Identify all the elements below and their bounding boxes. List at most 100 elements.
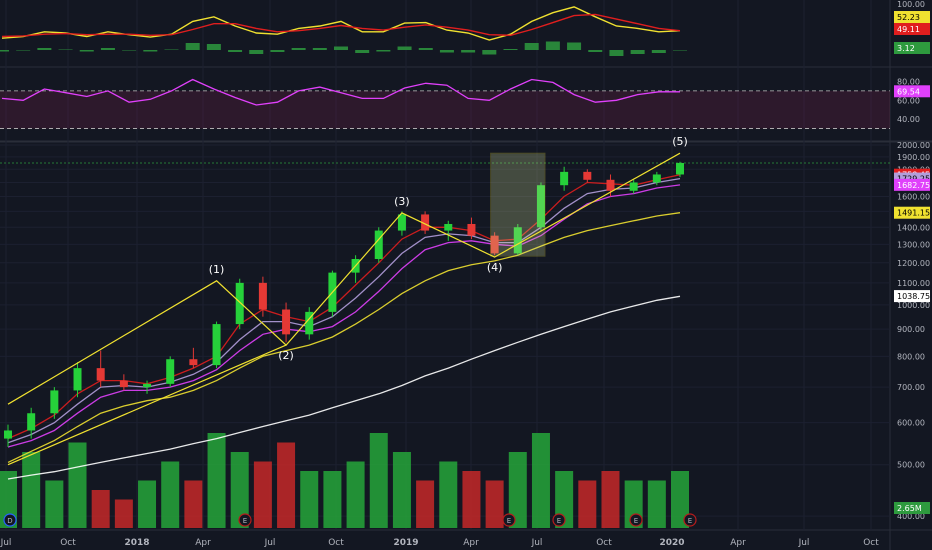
candle-body	[606, 179, 615, 191]
highlight-box	[490, 152, 546, 257]
oscillator-histogram-bar	[609, 50, 624, 56]
candle-body	[676, 162, 684, 175]
time-tick-label: Oct	[596, 538, 612, 548]
time-tick-label: Oct	[60, 538, 76, 548]
price-label-tag	[894, 42, 930, 54]
candle-body	[629, 182, 638, 191]
oscillator-histogram-bar	[37, 48, 52, 50]
oscillator-histogram-bar	[206, 44, 221, 50]
oscillator-histogram-bar	[100, 48, 115, 50]
price-label-tag	[894, 11, 930, 23]
candle-body	[50, 390, 59, 414]
volume-bar	[0, 471, 17, 528]
candle-body	[490, 235, 499, 254]
rsi-axis-label: 80.00	[897, 77, 920, 86]
price-pane[interactable]	[0, 161, 890, 480]
candle-body	[305, 311, 314, 335]
volume-bar	[45, 480, 64, 528]
oscillator-histogram-bar	[79, 50, 94, 52]
oscillator-histogram-bar	[164, 49, 179, 50]
price-axis-label: 1000.00	[897, 301, 930, 310]
wave-label: (5)	[672, 135, 688, 148]
moving-average-line	[7, 212, 681, 463]
time-tick-label: Apr	[195, 538, 211, 548]
time-tick-label: Jul	[531, 538, 543, 548]
candle-body	[374, 230, 383, 259]
oscillator-histogram-bar	[312, 48, 327, 50]
wave-label: (4)	[487, 261, 503, 274]
price-axis-label: 1900.00	[897, 153, 930, 162]
price-axis-label: 1100.00	[897, 279, 930, 288]
volume-bar	[230, 452, 249, 528]
time-tick-label: 2018	[124, 538, 149, 548]
event-marker	[683, 513, 697, 527]
event-marker-label: D	[7, 517, 12, 525]
event-marker	[552, 513, 566, 527]
oscillator-histogram-bar	[439, 50, 454, 53]
volume-bar	[416, 480, 435, 528]
time-axis[interactable]: Jul Oct 2018 Apr Jul Oct 2019 Apr Jul Oct 2020 Apr J…	[0, 538, 879, 548]
oscillator-histogram-bar	[630, 50, 645, 54]
oscillator-histogram-bar	[334, 46, 348, 50]
volume-bar	[300, 471, 319, 528]
candle-body	[96, 368, 105, 381]
volume-bar	[253, 461, 272, 528]
volume-bar	[531, 433, 550, 528]
candle-body	[143, 383, 152, 388]
candle-body	[397, 214, 406, 231]
oscillator-histogram-bar	[185, 43, 200, 50]
oscillator-line	[1, 13, 681, 38]
event-marker-label: E	[243, 517, 247, 525]
candle-body	[27, 413, 36, 431]
volume-bar	[91, 490, 110, 528]
event-marker	[629, 513, 643, 527]
time-tick-label: Apr	[730, 538, 746, 548]
price-label-tag	[894, 206, 930, 219]
candle-body	[444, 223, 453, 231]
oscillator-histogram-bar	[122, 50, 137, 51]
time-tick-label: 2020	[659, 538, 684, 548]
candle-body	[513, 227, 522, 254]
volume-bar	[462, 471, 481, 528]
wave-label: (2)	[278, 349, 294, 362]
time-tick-label: Jul	[0, 538, 11, 548]
price-axis-label: 1300.00	[897, 240, 930, 249]
candle-body	[583, 171, 592, 180]
volume-bar	[671, 471, 689, 528]
price-label-text: 69.54	[897, 87, 920, 96]
rsi-band-fill	[0, 90, 890, 129]
time-tick-label: Jul	[798, 538, 810, 548]
volume-bar	[323, 471, 342, 528]
oscillator-pane[interactable]	[0, 6, 687, 56]
volume-bar	[508, 452, 527, 528]
price-axis-label: 600.00	[897, 419, 925, 428]
volume-bar	[277, 442, 296, 528]
price-axis-label: 800.00	[897, 352, 925, 361]
candle-body	[119, 380, 128, 388]
price-axis-label: 500.00	[897, 461, 925, 470]
price-label-tag	[894, 178, 930, 191]
rsi-pane[interactable]	[0, 78, 890, 129]
volume-bar	[207, 433, 226, 528]
candle-body	[4, 430, 12, 439]
price-label-text: 49.11	[897, 25, 920, 34]
oscillator-histogram-bar	[376, 50, 391, 52]
volume-bar	[161, 461, 180, 528]
moving-average-line	[7, 174, 681, 440]
oscillator-histogram-bar	[461, 50, 476, 53]
oscillator-histogram-bar	[397, 46, 412, 50]
volume-bar	[601, 471, 620, 528]
oscillator-axis-label: 100.00	[897, 0, 925, 9]
volume-bar	[369, 433, 388, 528]
volume-bar	[392, 452, 411, 528]
oscillator-histogram-bar	[482, 50, 497, 55]
candle-body	[421, 214, 430, 231]
event-marker-label: E	[688, 517, 692, 525]
price-axis-label: 700.00	[897, 383, 925, 392]
oscillator-histogram-bar	[503, 49, 518, 50]
price-label-tag	[894, 23, 930, 35]
elliott-wave-annotations[interactable]: (1) (2) (3) (4) (5)	[7, 135, 688, 466]
